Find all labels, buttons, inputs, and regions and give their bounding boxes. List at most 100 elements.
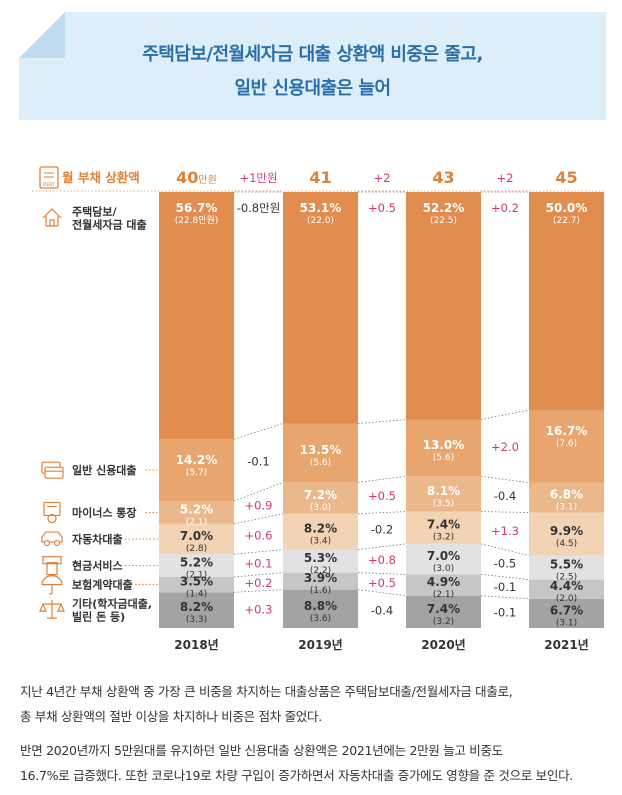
legend-label: 일반 신용대출: [72, 463, 137, 477]
change-label: +0.8: [368, 553, 396, 567]
segment-percent-label: 7.0%: [180, 529, 213, 543]
segment-percent-label: 7.4%: [427, 602, 460, 616]
legend-label: 마이너스 통장: [72, 505, 137, 519]
change-label: -0.1: [247, 455, 269, 469]
bankbook-body: [43, 501, 61, 517]
segment-amount-label: (2.1): [186, 517, 207, 527]
car-icon: [41, 531, 63, 547]
connector-line: [357, 572, 407, 575]
segment-percent-label: 5.2%: [180, 502, 213, 516]
total-change-label: +2: [497, 171, 514, 185]
change-label: +0.2: [245, 576, 273, 590]
segment-amount-label: (3.2): [433, 533, 454, 543]
year-label: 2021년: [544, 638, 588, 652]
credit-card-icon: [41, 461, 64, 479]
segment-percent-label: 6.7%: [550, 603, 583, 617]
segment-amount-label: (2.1): [186, 571, 207, 581]
segment-percent-label: 6.8%: [550, 488, 583, 502]
bar-segment: [283, 572, 358, 590]
scale-icon: [39, 600, 65, 619]
bar-segment: [159, 576, 234, 593]
umbrella-icon: [41, 575, 63, 595]
bar-segment: [406, 192, 481, 420]
total-change-label: +2: [374, 171, 391, 185]
segment-amount-label: (22.5): [430, 216, 457, 226]
segment-amount-label: (22.0): [307, 216, 334, 226]
year-label: 2018년: [174, 638, 218, 652]
bar-segment: [159, 592, 234, 628]
segment-amount-label: (3.4): [310, 537, 331, 547]
segment-percent-label: 14.2%: [176, 453, 218, 467]
segment-percent-label: 53.1%: [300, 201, 342, 215]
legend-label: 현금서비스: [72, 559, 123, 573]
car-wheel: [43, 539, 51, 547]
segment-amount-label: (2.5): [556, 573, 577, 583]
bar-segment: [283, 423, 358, 483]
change-label: +0.5: [368, 201, 396, 215]
bar-segment: [159, 192, 234, 440]
segment-percent-label: 5.2%: [180, 556, 213, 570]
atm-slot: [42, 556, 62, 565]
legend-label: 전월세자금 대출: [72, 218, 147, 232]
bar-segment: [406, 419, 481, 477]
bar-segment: [529, 555, 604, 580]
change-label: +2.0: [491, 440, 519, 454]
segment-amount-label: (7.6): [556, 439, 577, 449]
connector-line: [233, 423, 284, 440]
year-label: 2020년: [421, 638, 465, 652]
connector-line: [233, 589, 284, 593]
bar-segment: [406, 476, 481, 512]
connector-line: [480, 409, 530, 420]
atm-cash: [46, 562, 58, 576]
bar-segment: [529, 512, 604, 556]
segment-amount-label: (2.8): [186, 544, 207, 554]
connector-line: [357, 589, 407, 597]
bar-segment: [159, 523, 234, 555]
segment-percent-label: 13.0%: [423, 438, 465, 452]
house-door: [49, 219, 55, 227]
change-label: +0.5: [368, 576, 396, 590]
house-outline: [42, 208, 62, 227]
change-label: -0.4: [371, 603, 393, 617]
paragraph-1: 지난 4년간 부채 상환액 중 가장 큰 비중을 차지하는 대출상품은 주택담보…: [20, 679, 610, 729]
connector-line: [480, 595, 530, 600]
paragraph-1-line-2: 총 부채 상환액의 절반 이상을 차지하나 비중은 점차 줄었다.: [20, 709, 322, 724]
change-label: -0.1: [494, 606, 516, 620]
segment-amount-label: (3.3): [186, 615, 207, 625]
debt-icon-text: DEBT: [43, 182, 55, 188]
segment-percent-label: 7.4%: [427, 518, 460, 532]
segment-percent-label: 7.2%: [304, 488, 337, 502]
bar-segment: [406, 574, 481, 596]
segment-percent-label: 4.9%: [427, 575, 460, 589]
segment-percent-label: 8.2%: [304, 522, 337, 536]
segment-amount-label: (3.1): [556, 503, 577, 513]
change-label: -0.4: [494, 489, 516, 503]
bar-segment: [283, 589, 358, 628]
segment-percent-label: 13.5%: [300, 443, 342, 457]
segment-amount-label: (22.7): [553, 216, 580, 226]
debt-doc-outline: [39, 166, 59, 189]
stacked-bar-chart: 8.2%(3.3)3.5%(1.4)5.2%(2.1)7.0%(2.8)5.2%…: [32, 166, 605, 652]
segment-percent-label: 8.2%: [180, 600, 213, 614]
debt-document-icon: DEBT: [39, 166, 59, 189]
segment-amount-label: (22.8만원): [175, 215, 219, 226]
change-label: -0.2: [371, 523, 393, 537]
segment-amount-label: (5.6): [433, 453, 454, 463]
change-label: +0.1: [245, 556, 273, 570]
bar-segment: [529, 598, 604, 628]
segment-amount-label: (5.7): [186, 468, 207, 478]
connector-line: [357, 475, 407, 483]
segment-percent-label: 52.2%: [423, 201, 465, 215]
connector-line: [480, 543, 530, 557]
title-line-1: 주택담보/전월세자금 대출 상환액 비중은 줄고,: [142, 44, 483, 65]
segment-percent-label: 8.1%: [427, 484, 460, 498]
segment-percent-label: 8.8%: [304, 599, 337, 613]
total-value-label: 43: [432, 168, 454, 187]
segment-amount-label: (2.2): [310, 566, 331, 576]
segment-percent-label: 7.0%: [427, 549, 460, 563]
segment-percent-label: 56.7%: [176, 201, 218, 215]
connector-line: [480, 475, 530, 484]
paragraph-2-line-2: 16.7%로 급증했다. 또한 코로나19로 차량 구입이 증가하면서 자동차대…: [20, 768, 573, 783]
house-icon: [42, 208, 62, 227]
bar-segment: [529, 482, 604, 513]
